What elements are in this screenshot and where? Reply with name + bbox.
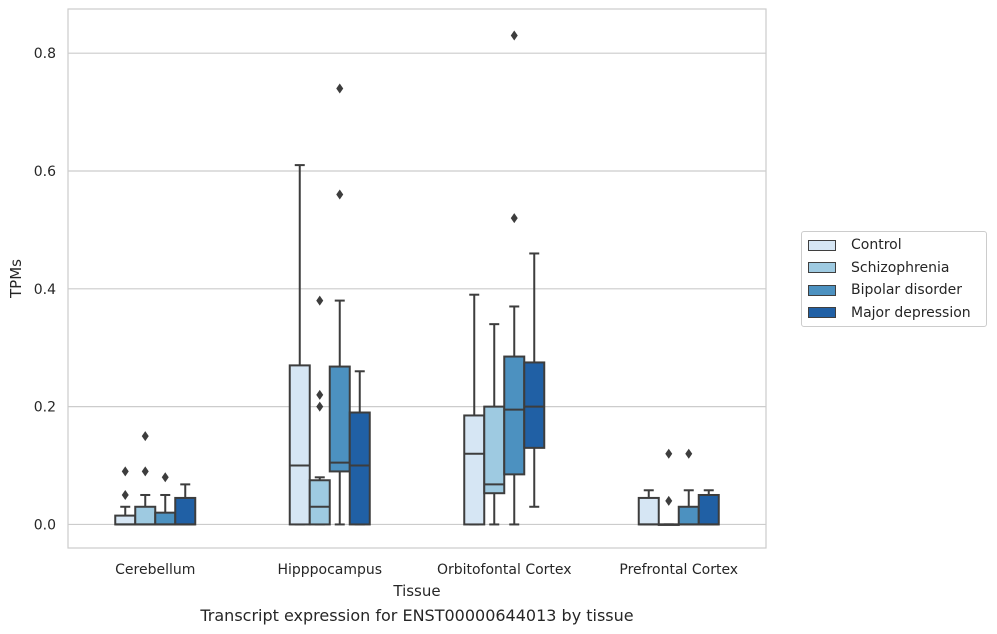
- box-body: [637, 496, 660, 526]
- outlier-point: [121, 466, 129, 477]
- box-3-3: [697, 489, 720, 526]
- x-tick-label: Orbitofontal Cortex: [437, 562, 572, 578]
- box-1-2: [328, 83, 351, 526]
- box-body: [154, 511, 177, 526]
- x-tick-label: Hipppocampus: [277, 562, 382, 578]
- box-body: [523, 361, 546, 449]
- legend-label: Control: [851, 237, 902, 253]
- box-2-2: [503, 30, 526, 526]
- y-tick-label: 0.2: [34, 400, 56, 416]
- outlier-point: [685, 448, 693, 459]
- outlier-point: [316, 295, 324, 306]
- box-body: [328, 365, 351, 473]
- box-3-0: [637, 489, 660, 526]
- box-1-1: [308, 295, 331, 526]
- box-3-1: [657, 448, 680, 526]
- box-0-3: [174, 483, 197, 526]
- box-2-0: [463, 293, 486, 526]
- y-axis-ticks: 0.0 0.2 0.4 0.6 0.8: [34, 46, 56, 533]
- box-1-3: [348, 370, 371, 526]
- box-body: [114, 514, 137, 526]
- grid-lines: [68, 52, 766, 526]
- box-body: [348, 411, 371, 526]
- legend-label: Major depression: [851, 304, 971, 321]
- x-axis-ticks: Cerebellum Hipppocampus Orbitofontal Corte…: [115, 562, 738, 578]
- box-2-1: [483, 323, 506, 526]
- box-body: [677, 505, 700, 526]
- legend-swatch: [808, 239, 836, 251]
- legend-swatch: [808, 262, 836, 273]
- chart-caption: Transcript expression for ENST0000064401…: [200, 606, 634, 625]
- box-body: [174, 496, 197, 526]
- box-body: [503, 355, 526, 476]
- outlier-point: [336, 83, 344, 94]
- legend-item: Bipolar disorder: [808, 281, 962, 299]
- y-tick-label: 0.0: [34, 517, 56, 533]
- outlier-point: [316, 389, 324, 400]
- outlier-point: [665, 495, 673, 506]
- y-axis-label: TPMs: [7, 259, 25, 299]
- outlier-point: [510, 30, 518, 41]
- outlier-point: [161, 472, 169, 483]
- outlier-point: [141, 431, 149, 442]
- legend-item: Major depression: [808, 304, 971, 322]
- outlier-point: [665, 448, 673, 459]
- x-axis-label: Tissue: [392, 582, 440, 600]
- legend-item: Schizophrenia: [808, 259, 949, 277]
- legend-swatch: [808, 284, 836, 296]
- box-1-0: [288, 164, 311, 526]
- legend-swatch: [808, 307, 836, 318]
- box-0-0: [114, 466, 137, 526]
- box-0-1: [134, 431, 157, 526]
- plot-frame: [67, 8, 767, 549]
- outlier-point: [510, 213, 518, 224]
- legend-label: Schizophrenia: [851, 259, 950, 276]
- box-body: [463, 414, 486, 526]
- box-2-3: [523, 252, 546, 508]
- y-tick-label: 0.8: [34, 46, 56, 62]
- box-3-2: [677, 448, 700, 526]
- box-body: [697, 493, 720, 526]
- box-0-2: [154, 472, 177, 526]
- box-body: [308, 479, 331, 526]
- outlier-point: [316, 401, 324, 412]
- outlier-point: [141, 466, 149, 477]
- box-groups: [114, 30, 720, 526]
- outlier-point: [121, 489, 129, 500]
- outlier-point: [336, 189, 344, 200]
- box-body: [134, 505, 157, 526]
- box-body: [288, 364, 311, 526]
- box-body: [483, 405, 506, 495]
- y-tick-label: 0.6: [34, 164, 56, 180]
- y-tick-label: 0.4: [34, 282, 56, 298]
- legend-label: Bipolar disorder: [851, 282, 963, 298]
- x-tick-label: Cerebellum: [115, 562, 195, 578]
- legend: Control Schizophrenia Bipolar disorder Majo…: [801, 231, 987, 327]
- legend-item: Control: [808, 236, 902, 254]
- x-tick-label: Prefrontal Cortex: [619, 562, 738, 578]
